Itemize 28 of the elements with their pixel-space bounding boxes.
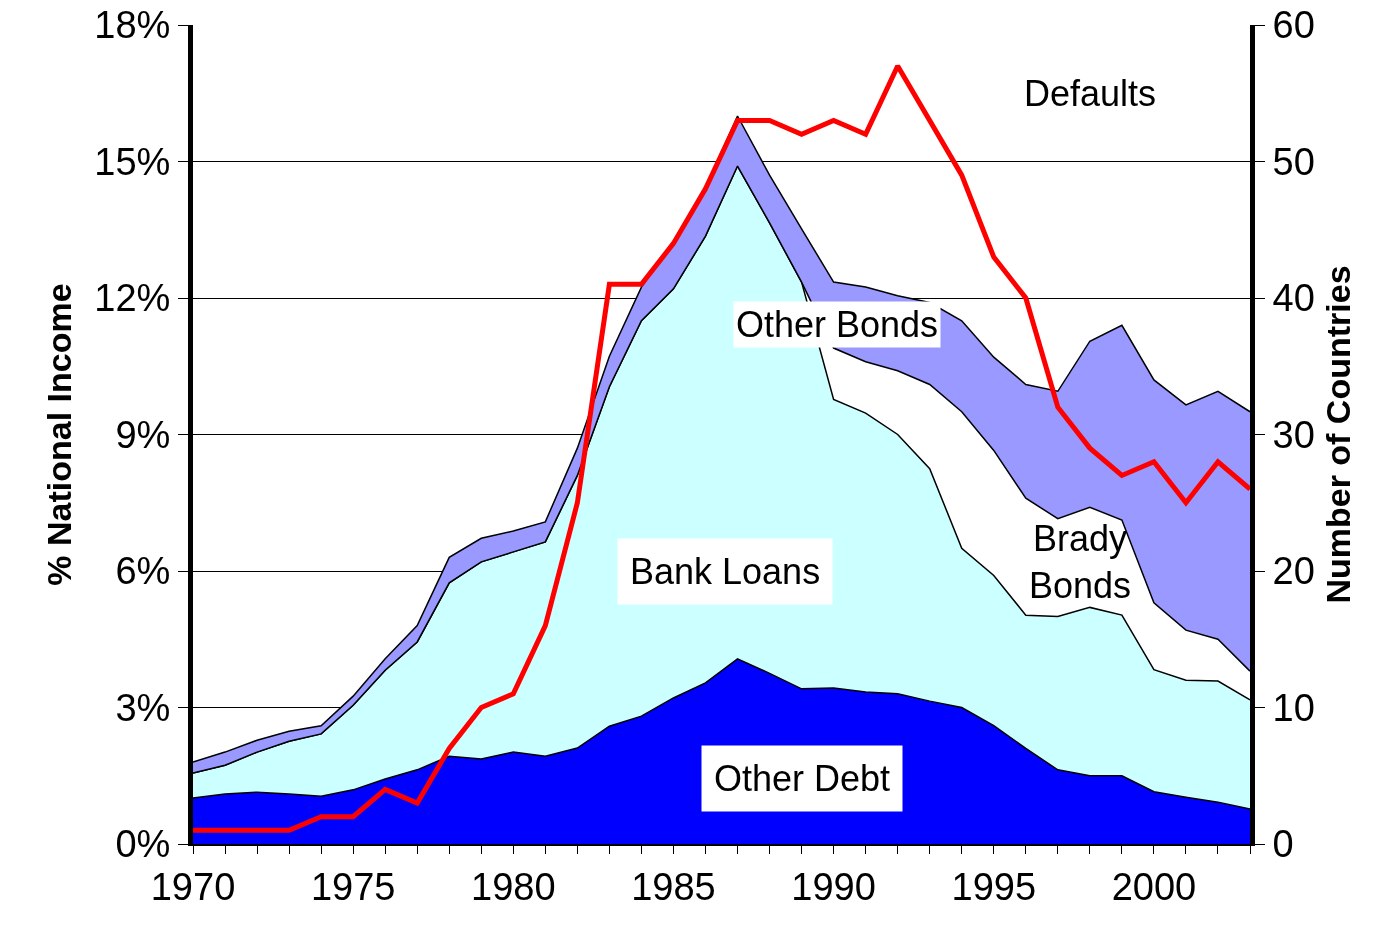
y2-tick-label: 0: [1272, 823, 1294, 866]
x-tick-label: 1975: [310, 865, 396, 908]
y2-tick-label: 10: [1272, 686, 1315, 729]
y-tick-label: 18%: [94, 4, 171, 47]
series-label: Other Bonds: [736, 304, 939, 345]
text: Defaults: [1024, 73, 1157, 114]
series-label: Brady Bonds: [1029, 518, 1132, 606]
y-tick-label: 12%: [94, 277, 171, 320]
y-tick-label: 3%: [115, 686, 171, 729]
x-tick-label: 1970: [150, 865, 236, 908]
y2-tick-label: 20: [1272, 550, 1315, 593]
x-tick-label: 1985: [631, 865, 716, 908]
y2-axis-title: Number of Countries: [1319, 265, 1358, 604]
y-tick-label: 6%: [115, 550, 171, 593]
y-tick-label: 0%: [115, 823, 171, 866]
x-tick-label: 2000: [1111, 865, 1197, 908]
y-tick-label: 9%: [115, 413, 171, 456]
x-tick-label: 1995: [951, 865, 1037, 908]
x-tick-label: 1980: [471, 865, 556, 908]
y-axis-title: % National Income: [39, 283, 78, 586]
y2-tick-label: 60: [1272, 4, 1315, 47]
series-label: Bank Loans: [630, 551, 821, 592]
series-label: Other Debt: [714, 758, 891, 799]
y2-tick-label: 50: [1272, 140, 1315, 183]
y2-tick-label: 40: [1272, 277, 1315, 320]
y2-tick-label: 30: [1272, 413, 1315, 456]
x-tick-label: 1990: [791, 865, 876, 908]
y-tick-label: 15%: [94, 140, 171, 183]
